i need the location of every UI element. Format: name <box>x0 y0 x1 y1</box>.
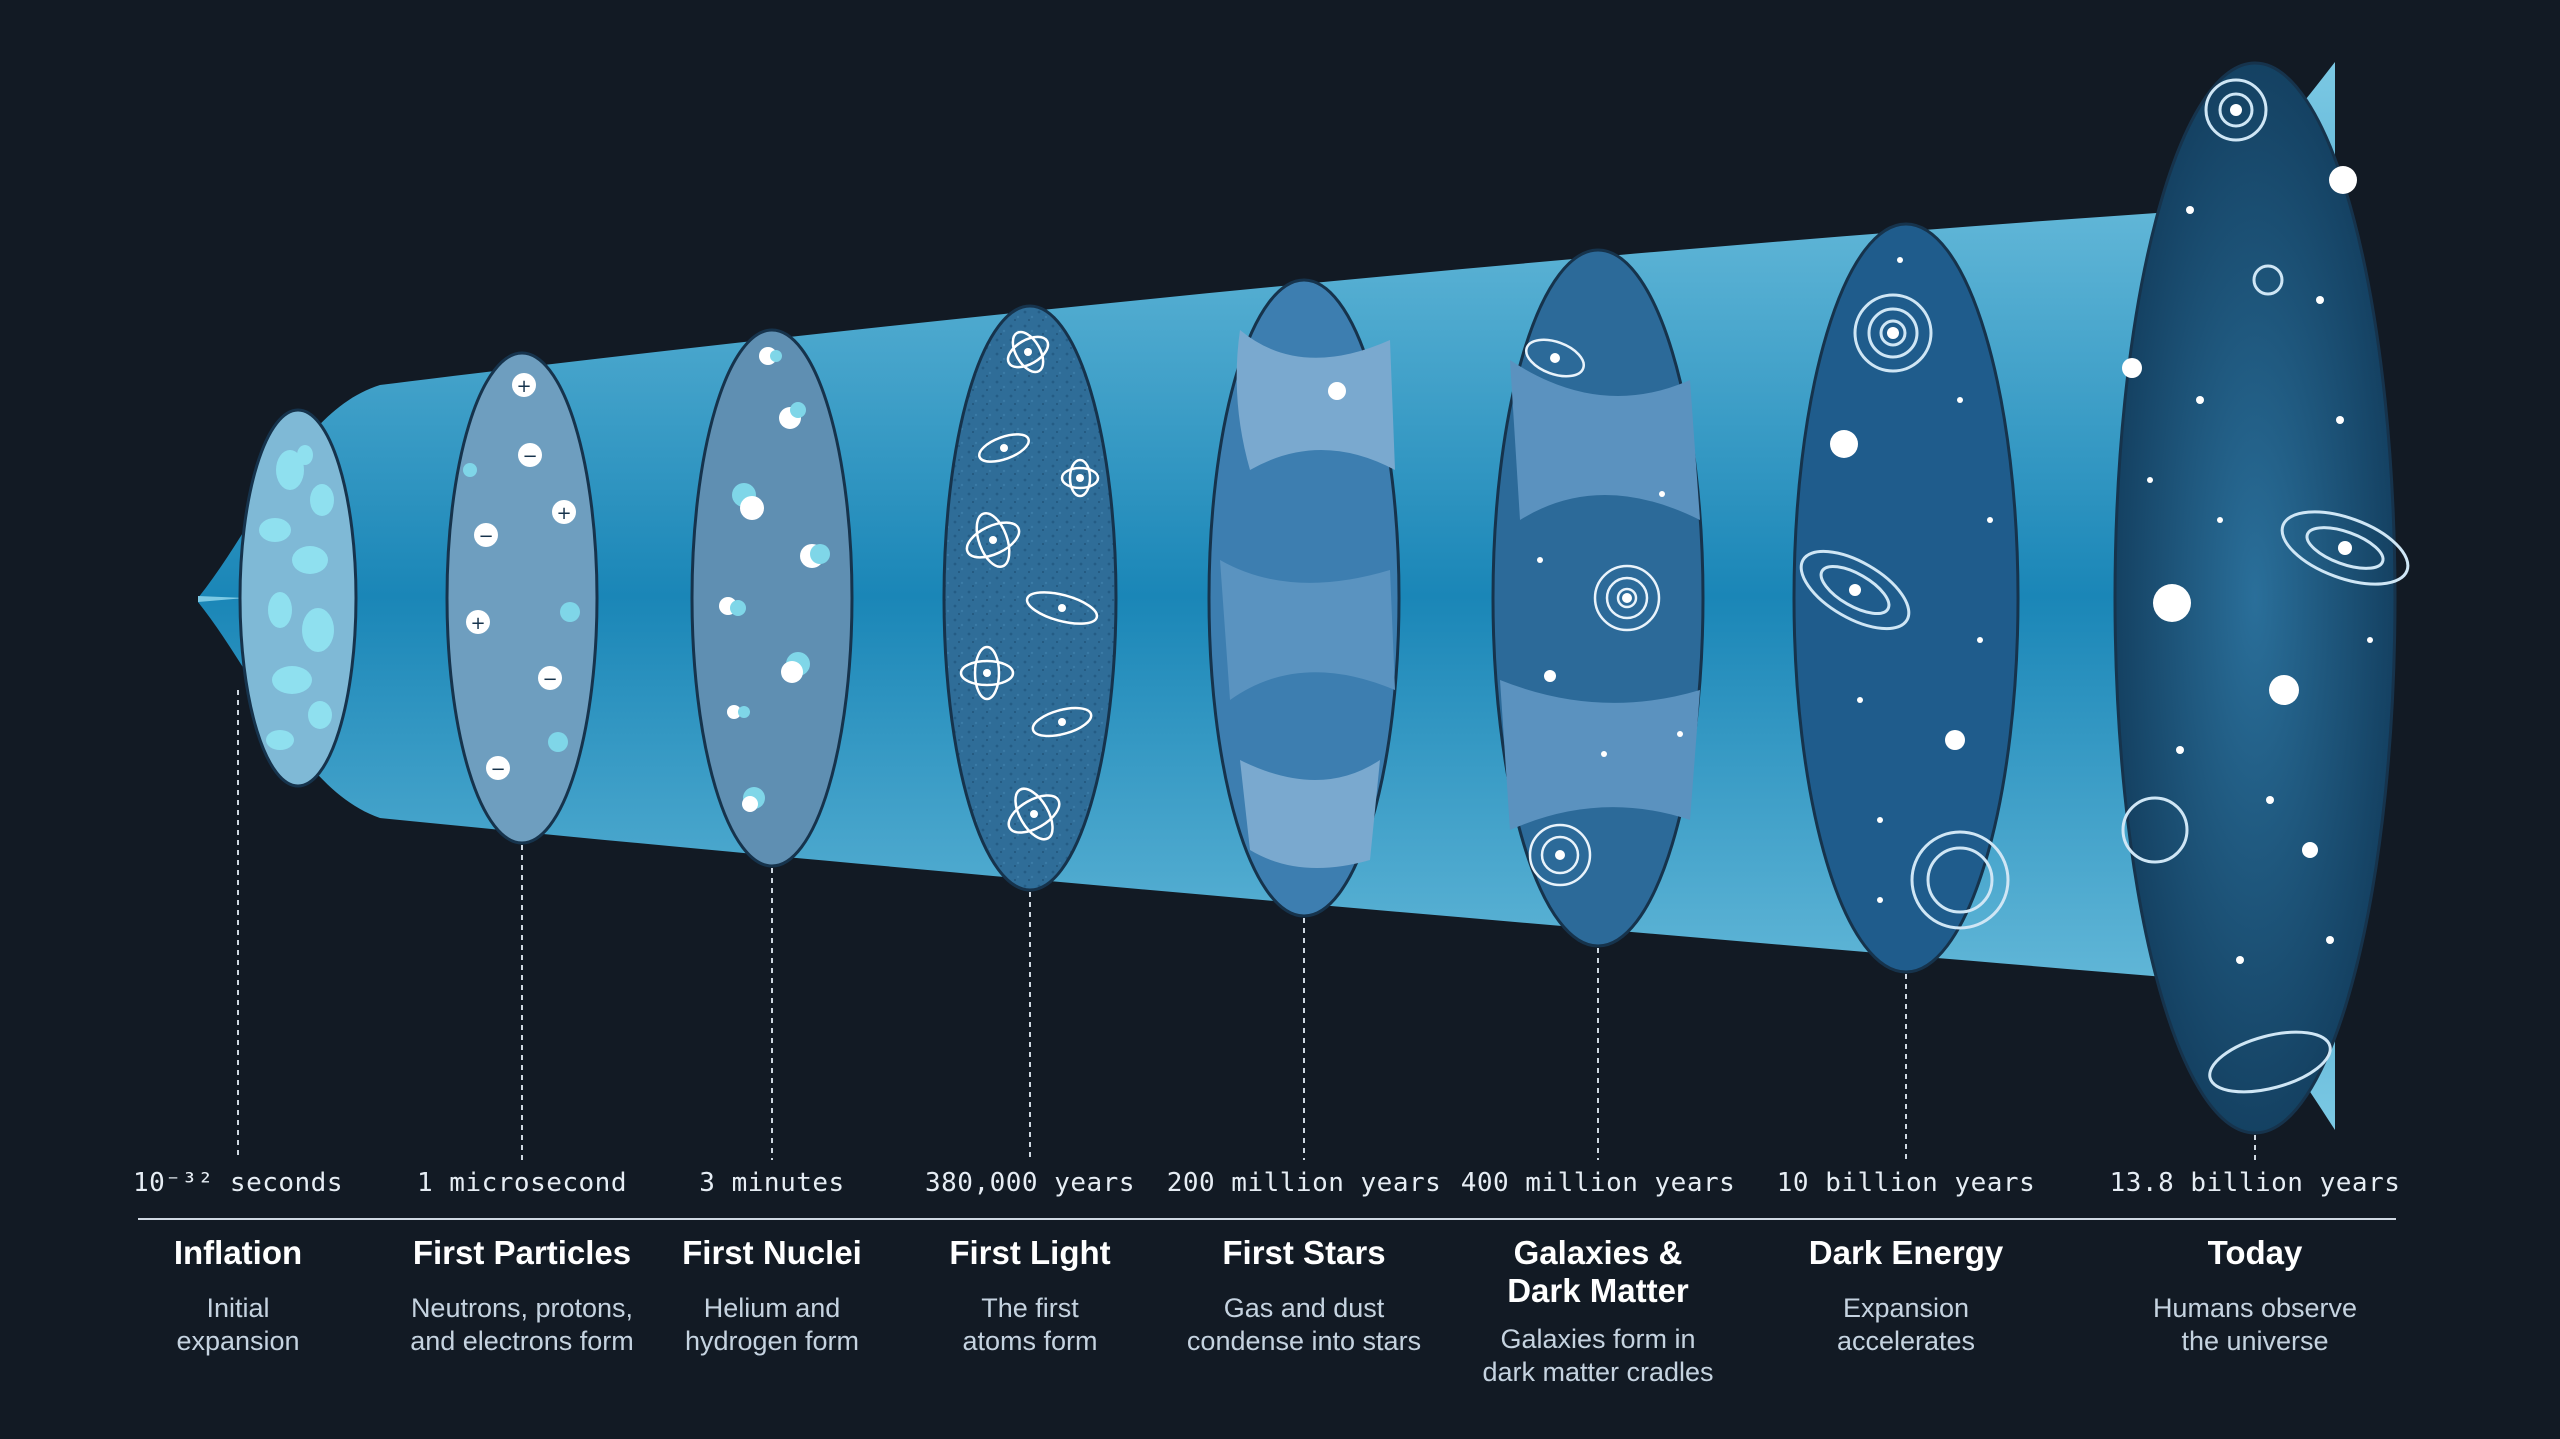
era-desc-today-line1: Humans observe <box>2152 1293 2358 1323</box>
today-ellipse <box>2113 61 2410 1135</box>
svg-text:+: + <box>516 376 531 397</box>
star-icon <box>1328 382 1346 400</box>
particle-icons: + − − + + − − <box>463 373 580 780</box>
first-particles-ellipse: + − − + + − − <box>445 351 599 845</box>
era-desc-first-nuclei-line2: hydrogen form <box>684 1326 860 1356</box>
era-title-inflation: Inflation <box>173 1234 303 1271</box>
time-label-dark-energy: 10 billion years <box>1776 1168 2036 1198</box>
inflation-ellipse <box>238 408 358 788</box>
timeline-divider <box>138 1218 2396 1220</box>
era-title-first-nuclei: First Nuclei <box>682 1234 862 1271</box>
first-stars-ellipse <box>1207 278 1401 918</box>
era-desc-first-light-line2: atoms form <box>962 1326 1098 1356</box>
era-desc-dark-energy-line2: accelerates <box>1836 1326 1976 1356</box>
svg-text:−: − <box>542 669 557 690</box>
era-desc-today-line2: the universe <box>2181 1326 2329 1356</box>
time-label-first-stars: 200 million years <box>1166 1168 1442 1198</box>
era-desc-first-light-line1: The first <box>981 1293 1079 1323</box>
time-label-galaxies-dark-matter: 400 million years <box>1460 1168 1736 1198</box>
era-desc-dark-energy-line1: Expansion <box>1842 1293 1970 1323</box>
era-desc-first-stars-line1: Gas and dust <box>1223 1293 1385 1323</box>
time-label-first-light: 380,000 years <box>925 1168 1135 1198</box>
era-title-galaxies-line1: Galaxies & <box>1513 1234 1683 1271</box>
era-desc-first-particles-line1: Neutrons, protons, <box>410 1293 634 1323</box>
svg-text:+: + <box>556 503 571 524</box>
galaxy-icons <box>2121 78 2410 1094</box>
era-desc-galaxies-line1: Galaxies form in <box>1500 1324 1696 1354</box>
first-nuclei-ellipse <box>690 328 854 868</box>
leader-lines <box>237 690 2256 1160</box>
galaxy-icons <box>1799 293 2010 930</box>
era-desc-first-particles-line2: and electrons form <box>410 1326 634 1356</box>
first-light-ellipse <box>942 304 1118 892</box>
svg-text:−: − <box>478 526 493 547</box>
svg-text:+: + <box>470 613 485 634</box>
era-title-first-particles: First Particles <box>412 1234 632 1271</box>
svg-text:−: − <box>522 446 537 467</box>
time-label-today: 13.8 billion years <box>2109 1168 2401 1198</box>
quantum-fluctuation-blobs <box>259 445 334 750</box>
era-desc-first-nuclei-line1: Helium and <box>703 1293 841 1323</box>
era-desc-inflation-line1: Initial <box>206 1293 270 1323</box>
era-title-first-stars: First Stars <box>1222 1234 1386 1271</box>
nucleus-icons <box>719 347 830 812</box>
dark-energy-ellipse <box>1792 222 2020 974</box>
era-title-first-light: First Light <box>949 1234 1111 1271</box>
spiral-galaxy-icons <box>1525 338 1661 887</box>
atom-icons <box>959 330 1100 841</box>
era-desc-first-stars-line2: condense into stars <box>1186 1326 1422 1356</box>
era-title-today: Today <box>2207 1234 2303 1271</box>
galaxies-dark-matter-ellipse <box>1491 248 1705 948</box>
era-title-dark-matter-line2: Dark Matter <box>1507 1272 1689 1309</box>
cone-tip <box>198 596 245 602</box>
svg-text:−: − <box>490 759 505 780</box>
time-label-inflation: 10⁻³² seconds <box>133 1168 343 1198</box>
era-desc-inflation-line2: expansion <box>176 1326 300 1356</box>
era-desc-galaxies-line2: dark matter cradles <box>1482 1357 1714 1387</box>
time-label-first-nuclei: 3 minutes <box>699 1168 845 1198</box>
era-title-dark-energy: Dark Energy <box>1808 1234 2004 1271</box>
time-label-first-particles: 1 microsecond <box>417 1168 627 1198</box>
